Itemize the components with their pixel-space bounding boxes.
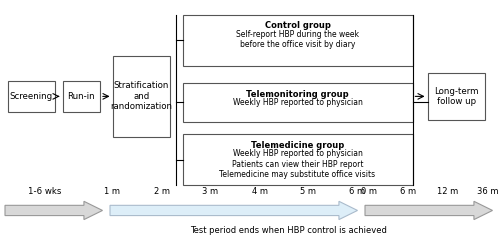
FancyBboxPatch shape (62, 81, 100, 112)
Text: Run-in: Run-in (68, 92, 95, 101)
Polygon shape (5, 201, 102, 220)
Text: 0 m: 0 m (361, 187, 377, 196)
Polygon shape (365, 201, 492, 220)
Text: Self-report HBP during the week
before the office visit by diary: Self-report HBP during the week before t… (236, 30, 359, 49)
Text: Stratification
and
randomization: Stratification and randomization (110, 81, 172, 111)
Text: 4 m: 4 m (252, 187, 268, 196)
Text: Control group: Control group (264, 21, 330, 30)
Text: 2 m: 2 m (154, 187, 170, 196)
Text: Weekly HBP reported to physician: Weekly HBP reported to physician (232, 98, 362, 107)
Text: 5 m: 5 m (300, 187, 316, 196)
Text: Weekly HBP reported to physician
Patients can view their HBP report
Telemedicine: Weekly HBP reported to physician Patient… (220, 149, 376, 179)
FancyBboxPatch shape (182, 83, 412, 122)
Text: 6 m: 6 m (350, 187, 366, 196)
Polygon shape (110, 201, 358, 220)
FancyBboxPatch shape (182, 134, 412, 185)
Text: 3 m: 3 m (202, 187, 218, 196)
FancyBboxPatch shape (112, 56, 170, 137)
Text: 12 m: 12 m (438, 187, 458, 196)
Text: Screening: Screening (10, 92, 53, 101)
Text: Long-term
follow up: Long-term follow up (434, 87, 478, 106)
Text: Telemonitoring group: Telemonitoring group (246, 90, 349, 99)
Text: Test period ends when HBP control is achieved: Test period ends when HBP control is ach… (190, 226, 387, 235)
Text: 6 m: 6 m (400, 187, 416, 196)
Text: 36 m: 36 m (477, 187, 498, 196)
FancyBboxPatch shape (182, 15, 412, 66)
Text: 1 m: 1 m (104, 187, 120, 196)
FancyBboxPatch shape (428, 73, 485, 120)
FancyBboxPatch shape (8, 81, 55, 112)
Text: Telemedicine group: Telemedicine group (251, 141, 344, 150)
Text: 1-6 wks: 1-6 wks (28, 187, 62, 196)
